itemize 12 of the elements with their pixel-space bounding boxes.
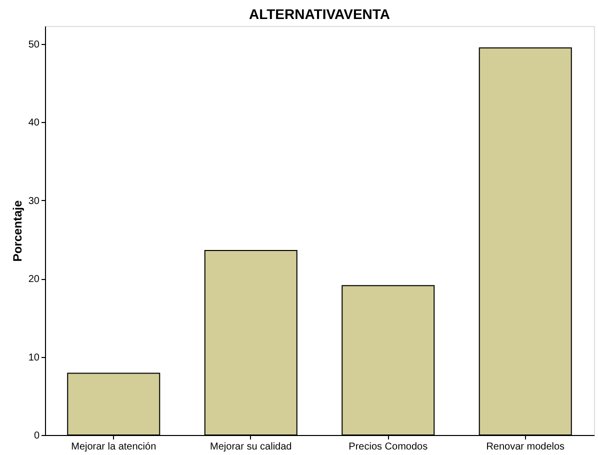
x-tick-label: Mejorar su calidad bbox=[210, 442, 292, 452]
y-tick-label: 50 bbox=[28, 39, 40, 50]
y-tick-label: 40 bbox=[28, 118, 40, 129]
y-tick-label: 10 bbox=[28, 352, 40, 364]
y-tick-label: 30 bbox=[28, 196, 40, 207]
y-axis-title: Porcentaje bbox=[10, 200, 24, 262]
chart-title: ALTERNATIVAVENTA bbox=[248, 6, 390, 22]
x-tick-label: Renovar modelos bbox=[486, 442, 565, 452]
y-tick-label: 0 bbox=[34, 430, 40, 442]
x-tick-label: Mejorar la atención bbox=[71, 442, 156, 452]
y-tick-label: 20 bbox=[28, 274, 40, 286]
x-tick-label: Precios Comodos bbox=[348, 442, 428, 452]
